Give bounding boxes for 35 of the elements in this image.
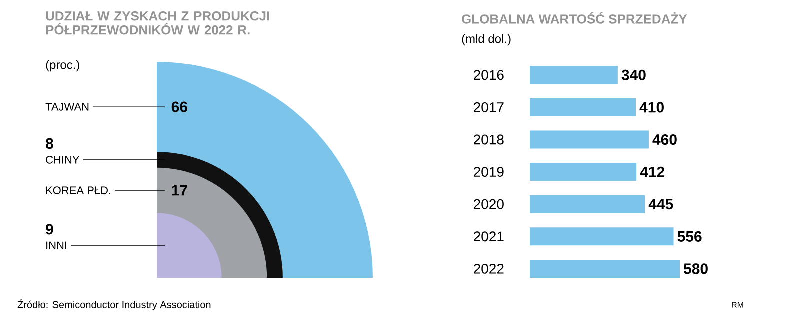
chart-subtitle: (mld dol.) (462, 34, 511, 46)
y-tick-label: 2019 (474, 167, 504, 178)
category-label: CHINY (46, 156, 80, 164)
bar (530, 228, 674, 246)
y-tick-label: 2022 (474, 264, 504, 274)
data-label: 9 (46, 224, 54, 235)
data-label: 17 (172, 185, 188, 196)
data-label: 580 (684, 264, 708, 274)
bar (530, 163, 637, 182)
data-label: 66 (172, 102, 188, 112)
bar (530, 98, 636, 116)
data-label: 8 (46, 138, 54, 149)
text: RM (732, 302, 744, 308)
y-tick-label: 2018 (474, 134, 504, 145)
y-tick-label: 2020 (474, 199, 504, 210)
text: Źródło: Semiconductor Industry Association (18, 300, 211, 310)
data-label: 340 (622, 70, 646, 80)
text: (proc.) (46, 60, 80, 72)
category-label: KOREA PŁD. (46, 186, 111, 194)
data-label: 410 (640, 102, 664, 113)
chart-title: GLOBALNA WARTOŚĆ SPRZEDAŻY (462, 12, 688, 24)
category-label: INNI (46, 242, 67, 250)
text: UDZIAŁ W ZYSKACH Z PRODUKCJI PÓŁPRZEWODNIKÓW W 2022 R. (46, 12, 270, 35)
data-label: 556 (678, 231, 702, 242)
category-label: TAJWAN (46, 103, 89, 111)
y-tick-label: 2017 (474, 102, 504, 112)
data-label: 412 (640, 166, 664, 178)
bar (530, 66, 618, 84)
y-tick-label: 2021 (474, 232, 504, 242)
bar (530, 260, 680, 278)
bar (530, 195, 646, 214)
bar (530, 130, 649, 149)
y-tick-label: 2016 (474, 70, 504, 80)
data-label: 460 (652, 134, 677, 146)
data-label: 445 (648, 199, 674, 210)
